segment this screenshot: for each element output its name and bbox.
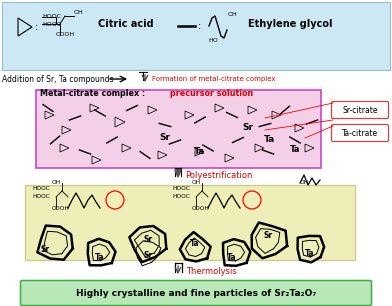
Text: HO: HO [208, 38, 218, 43]
Text: OH: OH [228, 12, 238, 17]
Text: OH: OH [74, 10, 84, 16]
Text: :: : [35, 22, 38, 32]
Text: Highly crystalline and fine particles of Sr₂Ta₂O₇: Highly crystalline and fine particles of… [76, 289, 316, 298]
FancyBboxPatch shape [332, 102, 388, 118]
Text: Sr: Sr [160, 133, 171, 143]
Text: Ta: Ta [95, 253, 105, 263]
Text: Sr: Sr [243, 124, 254, 132]
Text: Sr: Sr [40, 245, 49, 255]
Text: Ta-citrate: Ta-citrate [342, 129, 378, 138]
Text: Polyestrification: Polyestrification [185, 170, 252, 180]
Text: Ta: Ta [290, 145, 300, 155]
Text: Formation of metal-citrate complex: Formation of metal-citrate complex [152, 76, 276, 82]
Text: OH: OH [52, 181, 61, 185]
Text: Ta: Ta [227, 253, 237, 263]
Text: Ta: Ta [190, 240, 200, 248]
Text: precursor solution: precursor solution [170, 89, 253, 99]
Text: Sr: Sr [143, 236, 152, 244]
Text: Sr: Sr [263, 232, 272, 241]
Text: OH: OH [192, 181, 201, 185]
Text: HOOC: HOOC [32, 195, 50, 200]
Text: Sr-citrate: Sr-citrate [342, 106, 378, 115]
Text: Metal-citrate complex :: Metal-citrate complex : [40, 89, 148, 99]
Text: COOH: COOH [52, 206, 70, 211]
FancyBboxPatch shape [20, 281, 372, 305]
FancyBboxPatch shape [332, 125, 388, 141]
FancyBboxPatch shape [36, 90, 321, 168]
Text: COOH: COOH [56, 32, 75, 38]
Text: Addition of Sr, Ta compounds: Addition of Sr, Ta compounds [2, 74, 114, 84]
Text: Citric acid: Citric acid [98, 19, 154, 29]
Text: OH: OH [300, 181, 309, 185]
FancyBboxPatch shape [25, 185, 355, 260]
Text: Ta: Ta [194, 147, 206, 156]
Text: Sr: Sr [143, 251, 152, 259]
Text: HOOC: HOOC [172, 195, 190, 200]
Text: HOOC: HOOC [32, 186, 50, 192]
Text: Ta: Ta [305, 249, 315, 259]
FancyBboxPatch shape [2, 2, 390, 70]
Text: COOH: COOH [192, 206, 210, 211]
Text: :: : [198, 21, 201, 31]
Text: HOOC: HOOC [42, 21, 61, 27]
Text: Ta: Ta [264, 136, 276, 144]
Text: Ethylene glycol: Ethylene glycol [248, 19, 332, 29]
Text: HOOC: HOOC [42, 13, 61, 18]
Text: HOOC: HOOC [172, 186, 190, 192]
Text: Thermolysis: Thermolysis [186, 267, 237, 275]
